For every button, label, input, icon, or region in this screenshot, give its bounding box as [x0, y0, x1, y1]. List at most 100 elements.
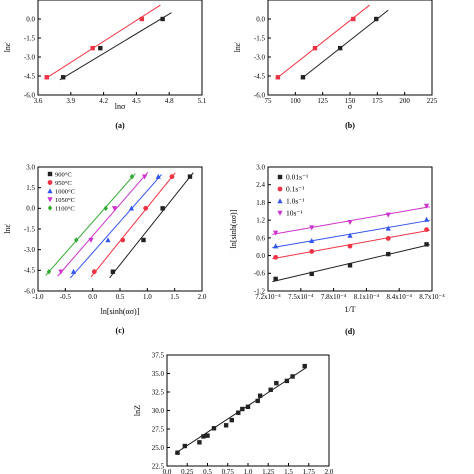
data-point	[236, 410, 241, 415]
plot-frame	[267, 0, 433, 96]
series-0	[174, 363, 307, 455]
y-tick-label: -6.0	[24, 287, 36, 295]
data-point	[46, 268, 52, 275]
legend-label: 1000°C	[55, 188, 75, 195]
legend-label: 0.01s⁻¹	[286, 173, 308, 182]
y-axis-label: ln[sinh(ασ)]	[229, 209, 238, 248]
panel-caption: (d)	[345, 327, 355, 336]
data-point	[142, 174, 148, 180]
data-point	[223, 423, 229, 428]
x-tick-label: 2.0	[325, 468, 334, 474]
y-tick-label: -4.5	[24, 72, 36, 80]
x-tick-label: 150	[345, 97, 356, 105]
data-point	[424, 242, 429, 247]
data-point	[309, 249, 315, 254]
data-point	[160, 16, 165, 22]
fit-line	[275, 4, 370, 80]
x-tick-label: 0.0	[88, 293, 97, 301]
data-point	[141, 237, 146, 243]
x-tick-label: 8.1x10⁻⁴	[354, 293, 380, 301]
legend-marker	[47, 180, 53, 185]
data-point	[290, 374, 295, 379]
x-tick-label: 200	[399, 97, 410, 105]
data-point	[424, 227, 429, 232]
series-4	[45, 173, 136, 276]
data-point	[309, 225, 315, 231]
data-point	[187, 174, 193, 179]
data-point	[182, 443, 188, 449]
y-tick-label: -3.0	[24, 246, 36, 254]
data-point	[275, 75, 281, 80]
data-point	[347, 263, 353, 268]
series-0	[109, 172, 194, 279]
data-point	[128, 205, 135, 211]
data-point	[70, 268, 77, 274]
data-point	[347, 243, 353, 249]
x-axis-label: σ	[348, 102, 353, 111]
data-point	[74, 237, 79, 243]
data-point	[201, 434, 206, 439]
data-point	[44, 75, 49, 80]
data-point	[229, 417, 234, 423]
series-0	[275, 4, 370, 80]
x-tick-label: 225	[427, 97, 438, 105]
chart-b: 75 100 125 150 175 200 225 -6.0 -4.5 -3.0 -1.5 0.0 σ…	[233, 0, 438, 130]
data-point	[423, 203, 430, 209]
x-tick-label: 0.25	[181, 468, 194, 474]
series-0	[272, 242, 430, 283]
x-tick-label: 100	[290, 97, 301, 105]
y-axis-label: lnε̇	[233, 42, 242, 53]
x-tick-label: 0.0	[163, 468, 172, 474]
x-axis-label: lnσ	[115, 102, 126, 111]
series-0	[44, 4, 161, 80]
data-point	[88, 237, 94, 243]
data-point	[211, 426, 217, 431]
y-tick-label: 0.0	[26, 15, 35, 23]
plot-frame	[37, 0, 203, 96]
x-tick-label: 1.0	[143, 293, 152, 301]
data-point	[155, 173, 161, 179]
x-tick-label: 175	[372, 97, 383, 105]
panel-caption: (a)	[115, 121, 125, 130]
x-tick-label: 75	[265, 97, 273, 105]
chart-e: 0.0 0.25 0.5 0.75 1.0 1.25 1.5 1.75 2.0 22.5 25.0 2…	[133, 351, 334, 474]
x-tick-label: 1.5	[170, 293, 179, 301]
data-point	[385, 212, 391, 218]
data-point	[374, 16, 379, 22]
legend-marker	[277, 198, 283, 204]
x-tick-label: 1.5	[284, 468, 293, 474]
data-point	[302, 363, 307, 369]
data-point	[111, 206, 118, 212]
legend-label: 1.0s⁻¹	[286, 197, 305, 206]
y-axis-label: lnε̇	[3, 42, 12, 53]
legend-label: 900°C	[55, 171, 72, 178]
y-tick-label: 0.0	[256, 252, 265, 260]
data-point	[91, 269, 97, 275]
legend-marker	[277, 186, 283, 192]
data-point	[268, 387, 273, 392]
legend-label: 0.1s⁻¹	[286, 185, 305, 194]
data-point	[98, 45, 103, 51]
data-point	[197, 440, 202, 445]
x-tick-label: 4.2	[99, 97, 108, 105]
chart-c: -1.0 -0.5 0.0 0.5 1.0 1.5 2.0 -6.0 -4.5 -3.0 -1.5 0…	[3, 163, 207, 335]
y-tick-label: -0.6	[254, 270, 266, 278]
fit-line	[57, 171, 149, 277]
x-tick-label: 1.25	[262, 468, 275, 474]
y-tick-label: -4.5	[254, 72, 266, 80]
x-axis-label: ln[sinh(ασ)]	[101, 307, 140, 316]
y-tick-label: -1.5	[254, 34, 266, 42]
data-point	[143, 205, 149, 211]
data-point	[347, 220, 353, 226]
y-tick-label: 27.5	[152, 425, 165, 433]
series-1	[59, 12, 172, 81]
series-2	[69, 173, 162, 279]
y-tick-label: 32.5	[152, 388, 165, 396]
data-point	[60, 75, 66, 80]
data-point	[312, 45, 318, 51]
series-3	[57, 171, 149, 277]
series-3	[272, 203, 430, 236]
data-point	[58, 269, 64, 275]
x-tick-label: 5.1	[198, 97, 207, 105]
